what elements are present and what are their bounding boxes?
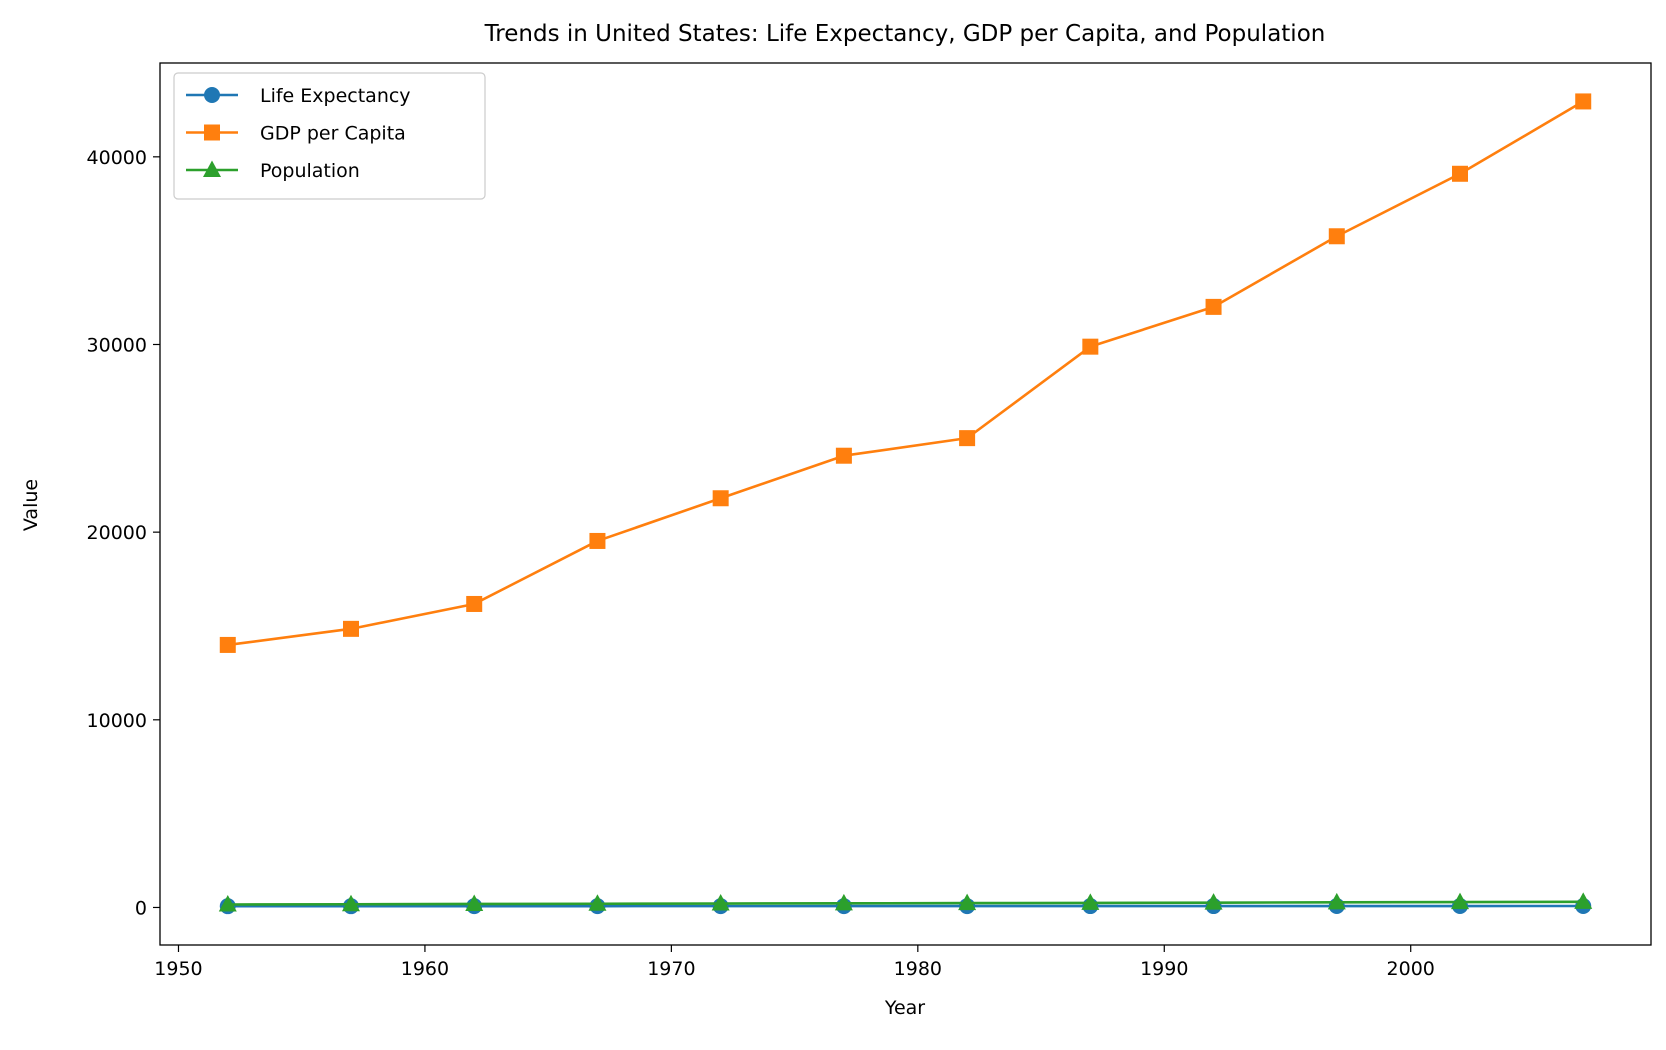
legend-marker-life-expectancy bbox=[204, 87, 220, 103]
x-tick-label: 1950 bbox=[154, 958, 202, 980]
x-tick-label: 1980 bbox=[894, 958, 942, 980]
data-point-gdp-per-capita bbox=[466, 596, 482, 612]
legend-marker-gdp-per-capita bbox=[204, 125, 220, 141]
x-tick-label: 1970 bbox=[647, 958, 695, 980]
legend-label-population: Population bbox=[260, 160, 360, 182]
data-point-gdp-per-capita bbox=[589, 533, 605, 549]
y-tick-label: 10000 bbox=[87, 710, 147, 732]
data-point-gdp-per-capita bbox=[1452, 166, 1468, 182]
data-point-gdp-per-capita bbox=[343, 621, 359, 637]
y-tick-label: 0 bbox=[135, 897, 147, 919]
data-point-gdp-per-capita bbox=[1082, 339, 1098, 355]
x-tick-label: 2000 bbox=[1387, 958, 1435, 980]
data-point-gdp-per-capita bbox=[1206, 299, 1222, 315]
y-tick-label: 20000 bbox=[87, 522, 147, 544]
y-tick-label: 30000 bbox=[87, 334, 147, 356]
data-point-gdp-per-capita bbox=[1575, 93, 1591, 109]
data-point-gdp-per-capita bbox=[220, 637, 236, 653]
y-axis-label: Value bbox=[20, 479, 42, 531]
legend-label-gdp-per-capita: GDP per Capita bbox=[260, 123, 406, 145]
x-axis-label: Year bbox=[884, 997, 925, 1019]
legend: Life Expectancy GDP per Capita Population bbox=[174, 73, 485, 199]
x-tick-label: 1960 bbox=[401, 958, 449, 980]
legend-label-life-expectancy: Life Expectancy bbox=[260, 85, 411, 107]
data-point-gdp-per-capita bbox=[836, 448, 852, 464]
chart-title: Trends in United States: Life Expectancy… bbox=[484, 21, 1326, 47]
data-point-gdp-per-capita bbox=[959, 430, 975, 446]
data-point-gdp-per-capita bbox=[713, 490, 729, 506]
y-tick-label: 40000 bbox=[87, 147, 147, 169]
x-tick-label: 1990 bbox=[1140, 958, 1188, 980]
data-point-gdp-per-capita bbox=[1329, 228, 1345, 244]
